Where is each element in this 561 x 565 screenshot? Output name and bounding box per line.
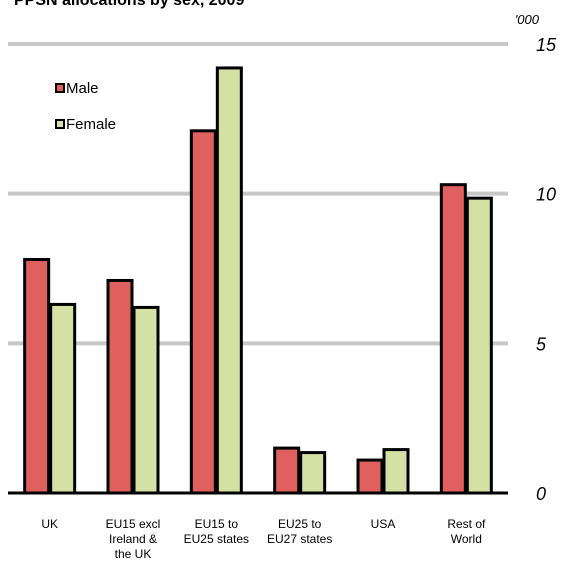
y-tick-label: 10 bbox=[536, 185, 556, 205]
category-label: Rest of World bbox=[447, 517, 486, 546]
bar-female-4 bbox=[382, 448, 410, 495]
unit-label: '000 bbox=[514, 12, 539, 27]
legend-label-male: Male bbox=[66, 80, 99, 97]
legend-swatch-female bbox=[55, 119, 65, 129]
category-label: UK bbox=[41, 517, 58, 531]
category-label: EU15 to EU25 states bbox=[184, 517, 249, 546]
bar-female-2 bbox=[215, 66, 243, 495]
bar-female-1 bbox=[132, 305, 160, 495]
bar-male-5 bbox=[439, 183, 467, 495]
bar-female-0 bbox=[49, 302, 77, 495]
category-label: EU25 to EU27 states bbox=[267, 517, 332, 546]
category-label: USA bbox=[371, 517, 396, 531]
legend-swatch-male bbox=[55, 83, 65, 93]
y-tick-label: 15 bbox=[536, 35, 557, 55]
bar-female-3 bbox=[299, 451, 327, 495]
bar-female-5 bbox=[465, 196, 493, 495]
bar-male-3 bbox=[273, 446, 301, 495]
y-tick-label: 0 bbox=[536, 484, 546, 504]
category-label: EU15 excl Ireland & the UK bbox=[106, 517, 161, 561]
chart-title: PPSN allocations by sex, 2009 bbox=[14, 0, 245, 9]
bar-male-1 bbox=[106, 278, 134, 495]
bar-male-4 bbox=[356, 458, 384, 495]
bar-male-2 bbox=[189, 129, 217, 495]
y-tick-label: 5 bbox=[536, 334, 547, 354]
bar-male-0 bbox=[23, 258, 51, 495]
legend-label-female: Female bbox=[66, 116, 116, 133]
